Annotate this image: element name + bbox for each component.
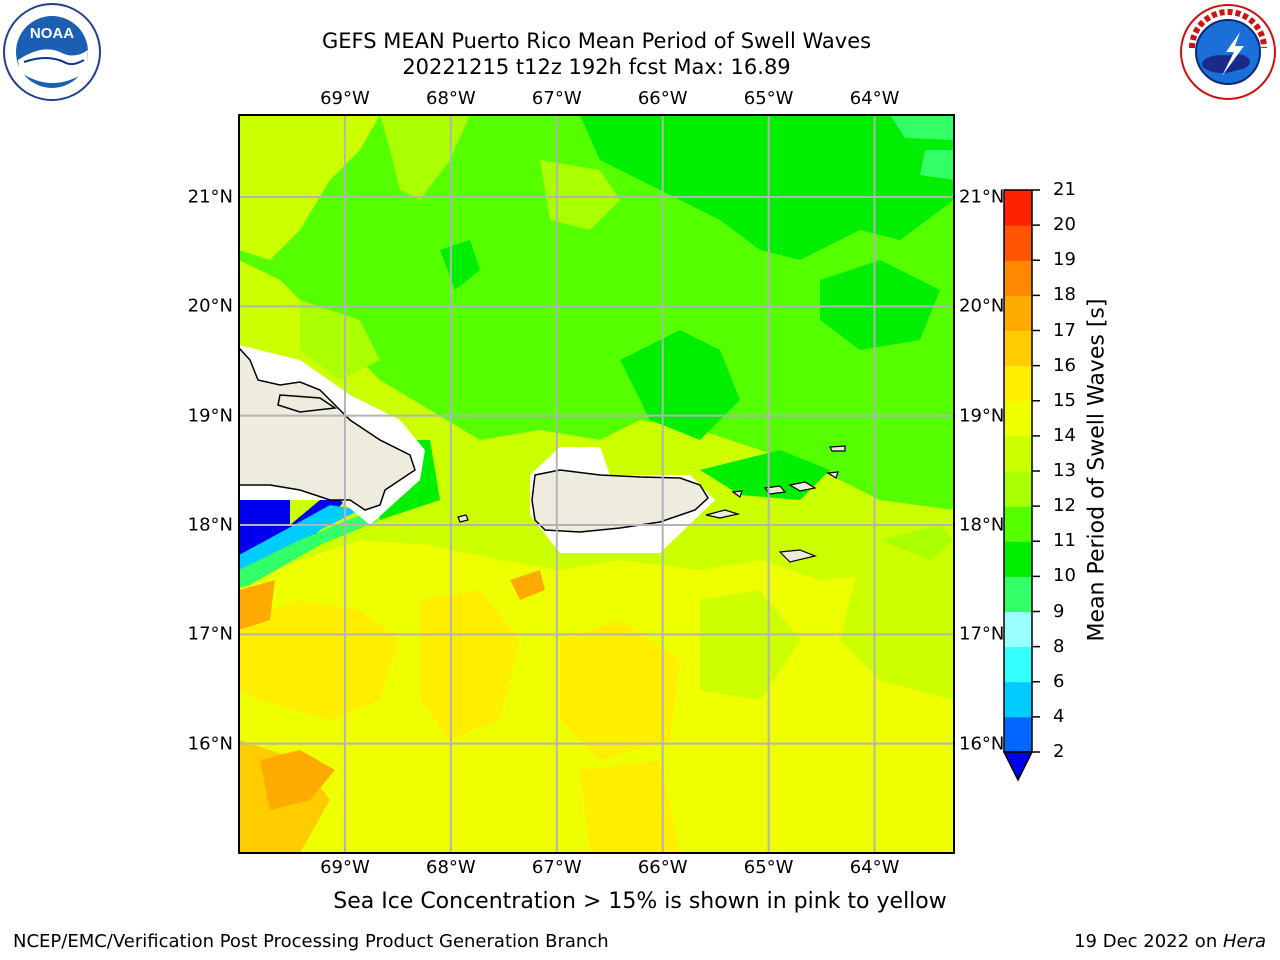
lon-label-top: 69°W — [320, 88, 370, 109]
colorbar-segment — [1004, 646, 1032, 683]
colorbar-tick-label: 21 — [1053, 179, 1076, 200]
colorbar-segment — [1004, 681, 1032, 718]
lon-label-bottom: 67°W — [531, 857, 582, 878]
colorbar-tick-label: 13 — [1053, 460, 1076, 481]
colorbar-segment — [1004, 400, 1032, 437]
lat-label-left: 17°N — [187, 623, 233, 645]
noaa-logo: NOAA — [2, 2, 102, 102]
footer-date: 19 Dec 2022 on Hera — [1074, 931, 1266, 952]
colorbar-tick-label: 11 — [1053, 530, 1076, 552]
nws-logo — [1178, 2, 1278, 102]
lon-label-top: 64°W — [849, 88, 900, 109]
plot-title-line1: GEFS MEAN Puerto Rico Mean Period of Swe… — [321, 29, 872, 53]
lat-label-right: 16°N — [959, 733, 1005, 755]
colorbar-segment — [1004, 190, 1032, 226]
lon-label-bottom: 69°W — [320, 857, 370, 878]
colorbar-segment — [1004, 225, 1032, 261]
colorbar-segment — [1004, 365, 1032, 402]
lon-label-bottom: 68°W — [425, 857, 476, 878]
colorbar-tick-label: 4 — [1053, 705, 1065, 727]
colorbar-tick-label: 2 — [1053, 741, 1065, 762]
lat-label-left: 18°N — [187, 514, 233, 536]
colorbar-tick-label: 9 — [1053, 600, 1065, 622]
lat-label-right: 19°N — [959, 405, 1005, 427]
colorbar-tick-label: 6 — [1053, 670, 1065, 692]
lon-label-bottom: 65°W — [743, 857, 794, 878]
colorbar-segment — [1004, 260, 1032, 296]
colorbar-tick-label: 20 — [1053, 214, 1076, 236]
lat-label-left: 20°N — [187, 295, 233, 317]
lat-label-right: 17°N — [959, 623, 1005, 645]
colorbar-segment — [1004, 295, 1032, 331]
lat-label-right: 20°N — [959, 295, 1005, 317]
colorbar-tick-label: 17 — [1053, 319, 1076, 341]
svg-text:NOAA: NOAA — [30, 25, 74, 42]
graticule — [239, 115, 954, 853]
sea-ice-caption: Sea Ice Concentration > 15% is shown in … — [333, 889, 947, 914]
colorbar-tick-label: 19 — [1053, 249, 1076, 271]
lat-label-left: 16°N — [187, 733, 233, 755]
lat-label-left: 19°N — [187, 405, 233, 427]
plot-title-line2: 20221215 t12z 192h fcst Max: 16.89 — [402, 55, 791, 79]
lat-label-right: 18°N — [959, 514, 1005, 536]
colorbar-tick-label: 15 — [1053, 389, 1076, 411]
colorbar-segment — [1004, 471, 1032, 507]
lon-label-top: 67°W — [531, 88, 582, 109]
colorbar-segment — [1004, 541, 1032, 577]
lon-label-top: 68°W — [425, 88, 476, 109]
colorbar-extend-arrow — [1002, 751, 1034, 782]
lon-label-top: 65°W — [743, 88, 794, 109]
colorbar-tick-label: 14 — [1053, 424, 1076, 446]
footer-branch: NCEP/EMC/Verification Post Processing Pr… — [13, 931, 609, 952]
colorbar-tick-label: 18 — [1053, 284, 1076, 306]
map-frame — [238, 114, 955, 854]
lat-label-right: 21°N — [959, 186, 1005, 208]
colorbar-segment — [1004, 576, 1032, 612]
colorbar-tick-label: 8 — [1053, 635, 1065, 657]
colorbar-segment — [1004, 435, 1032, 472]
lon-label-top: 66°W — [637, 88, 688, 109]
colorbar — [1002, 189, 1040, 782]
swell-period-field — [239, 115, 954, 853]
colorbar-label: Mean Period of Swell Waves [s] — [1084, 298, 1110, 642]
colorbar-tick-label: 12 — [1053, 495, 1076, 517]
colorbar-tick-label: 16 — [1053, 354, 1076, 376]
colorbar-segment — [1004, 611, 1032, 648]
lon-label-bottom: 64°W — [849, 857, 900, 878]
colorbar-segment — [1004, 716, 1032, 753]
colorbar-segment — [1004, 330, 1032, 367]
lat-label-left: 21°N — [187, 186, 233, 208]
lon-label-bottom: 66°W — [637, 857, 688, 878]
colorbar-tick-label: 10 — [1053, 565, 1076, 587]
colorbar-segment — [1004, 506, 1032, 542]
